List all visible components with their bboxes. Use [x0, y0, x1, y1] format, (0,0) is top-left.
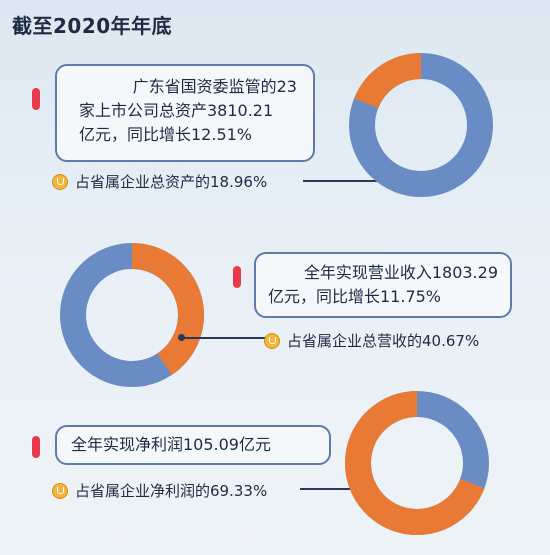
revenue-donut-chart — [60, 243, 204, 387]
connector-line — [303, 180, 385, 182]
asset-text-box: 广东省国资委监管的23 家上市公司总资产3810.21 亿元，同比增长12.51… — [55, 64, 315, 162]
donut-share-segment — [131, 243, 204, 375]
donut-share-segment — [345, 391, 485, 535]
asset-text-line1: 广东省国资委监管的23 — [132, 77, 297, 96]
donut-share-segment — [354, 53, 422, 109]
asset-text-line2: 家上市公司总资产3810.21 — [79, 101, 274, 120]
revenue-share-text: 占省属企业总营收的40.67% — [287, 332, 480, 350]
profit-donut-chart — [345, 391, 489, 535]
profit-share-note: 占省属企业净利润的69.33% — [52, 480, 267, 501]
asset-share-note: 占省属企业总资产的18.96% — [52, 171, 267, 192]
accent-bar — [233, 266, 241, 288]
medal-icon — [52, 482, 68, 499]
medal-icon — [264, 332, 280, 349]
accent-bar — [32, 436, 40, 458]
asset-share-text: 占省属企业总资产的18.96% — [75, 173, 268, 191]
revenue-text-line2: 亿元，同比增长11.75% — [268, 287, 442, 306]
profit-text-line1: 全年实现净利润105.09亿元 — [71, 435, 271, 454]
revenue-text-box: 全年实现营业收入1803.29 亿元，同比增长11.75% — [254, 252, 512, 318]
page-title: 截至2020年年底 — [12, 14, 173, 38]
accent-bar — [32, 88, 40, 110]
connector-line — [181, 337, 265, 339]
asset-text-line3: 亿元，同比增长12.51% — [79, 125, 253, 144]
profit-share-text: 占省属企业净利润的69.33% — [75, 482, 268, 500]
asset-donut-chart — [349, 53, 493, 197]
revenue-share-note: 占省属企业总营收的40.67% — [264, 330, 479, 351]
profit-text-box: 全年实现净利润105.09亿元 — [55, 425, 331, 465]
medal-icon — [52, 173, 68, 190]
connector-line — [300, 488, 360, 490]
revenue-text-line1: 全年实现营业收入1803.29 — [303, 263, 498, 282]
connector-dot — [178, 334, 185, 341]
